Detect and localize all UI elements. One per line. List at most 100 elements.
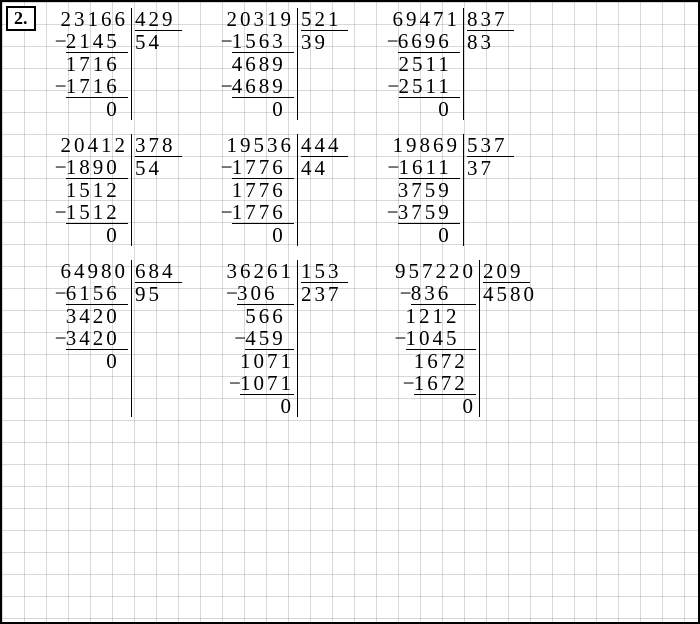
- work-step: 4689: [232, 53, 294, 75]
- work-step: 6156: [66, 282, 128, 305]
- quotient: 95: [135, 283, 162, 305]
- work-step: 2511: [399, 53, 460, 75]
- work-step: 1212: [406, 305, 477, 327]
- quotient: 54: [135, 157, 162, 179]
- work-step: 306: [237, 282, 294, 305]
- problems-container: 231662145 1716 1716 0 42954203191563 468…: [2, 2, 698, 437]
- problem-row: 204121890 1512 1512 0 37854195361776 177…: [36, 134, 690, 246]
- dividend: 19869: [393, 134, 461, 156]
- dividend-column: 36261306 566 459 107110710: [202, 260, 298, 417]
- dividend-column: 957220836 1212 1045 1672 1672 0: [368, 260, 480, 417]
- work-step: 0: [106, 350, 128, 372]
- work-step: 1071: [240, 372, 294, 395]
- work-step: 0: [106, 98, 128, 120]
- dividend-column: 195361776 1776 1776 0: [202, 134, 298, 246]
- work-step: 1563: [232, 30, 294, 53]
- dividend: 69471: [393, 8, 461, 30]
- work-step: 1512: [66, 201, 128, 224]
- dividend: 20319: [227, 8, 295, 30]
- work-step: 6696: [398, 30, 460, 53]
- exercise-number-badge: 2.: [6, 6, 36, 31]
- long-division-problem: 694716696 2511 2511 0 83783: [368, 8, 520, 120]
- divisor: 209: [483, 260, 530, 283]
- work-step: 1672: [414, 372, 476, 395]
- work-step: 1611: [399, 156, 460, 179]
- divisor-quotient-column: 2094580: [480, 260, 537, 417]
- quotient: 44: [301, 157, 328, 179]
- divisor: 684: [135, 260, 182, 283]
- dividend-column: 204121890 1512 1512 0: [36, 134, 132, 246]
- work-step: 0: [438, 224, 460, 246]
- divisor-quotient-column: 44444: [298, 134, 354, 246]
- quotient: 83: [467, 31, 494, 53]
- long-division-problem: 195361776 1776 1776 0 44444: [202, 134, 354, 246]
- dividend-column: 203191563 4689 4689 0: [202, 8, 298, 120]
- divisor: 444: [301, 134, 348, 157]
- work-step: 459: [245, 327, 294, 350]
- dividend-column: 231662145 1716 1716 0: [36, 8, 132, 120]
- dividend: 64980: [61, 260, 129, 282]
- long-division-problem: 36261306 566 459 107110710153237: [202, 260, 354, 417]
- quotient: 4580: [483, 283, 537, 305]
- long-division-problem: 957220836 1212 1045 1672 1672 02094580: [368, 260, 537, 417]
- work-step: 1672: [414, 350, 476, 372]
- work-step: 3759: [398, 179, 460, 201]
- work-step: 836: [411, 282, 476, 305]
- work-step: 0: [272, 98, 294, 120]
- work-step: 1776: [232, 201, 294, 224]
- divisor-quotient-column: 68495: [132, 260, 188, 417]
- work-step: 3420: [66, 305, 128, 327]
- divisor-quotient-column: 42954: [132, 8, 188, 120]
- problem-row: 649806156 3420 3420 0 6849536261306 566 …: [36, 260, 690, 417]
- divisor-quotient-column: 52139: [298, 8, 354, 120]
- work-step: 1776: [232, 156, 294, 179]
- work-step: 1071: [240, 350, 294, 372]
- work-step: 2145: [66, 30, 128, 53]
- work-step: 1045: [406, 327, 477, 350]
- quotient: 39: [301, 31, 328, 53]
- work-step: 0: [438, 98, 460, 120]
- quotient: 37: [467, 157, 494, 179]
- dividend: 23166: [61, 8, 129, 30]
- long-division-problem: 203191563 4689 4689 0 52139: [202, 8, 354, 120]
- dividend-column: 694716696 2511 2511 0: [368, 8, 464, 120]
- work-step: 3759: [398, 201, 460, 224]
- work-step: 0: [106, 224, 128, 246]
- divisor: 153: [301, 260, 348, 283]
- dividend: 19536: [227, 134, 295, 156]
- work-step: 0: [281, 395, 295, 417]
- work-step: 1890: [66, 156, 128, 179]
- divisor-quotient-column: 153237: [298, 260, 354, 417]
- divisor-quotient-column: 83783: [464, 8, 520, 120]
- divisor: 378: [135, 134, 182, 157]
- long-division-problem: 649806156 3420 3420 0 68495: [36, 260, 188, 417]
- long-division-problem: 231662145 1716 1716 0 42954: [36, 8, 188, 120]
- dividend: 20412: [61, 134, 129, 156]
- divisor-quotient-column: 37854: [132, 134, 188, 246]
- quotient: 237: [301, 283, 342, 305]
- work-step: 2511: [399, 75, 460, 98]
- dividend-column: 649806156 3420 3420 0: [36, 260, 132, 417]
- work-step: 1716: [66, 53, 128, 75]
- work-step: 1716: [66, 75, 128, 98]
- divisor-quotient-column: 53737: [464, 134, 520, 246]
- quotient: 54: [135, 31, 162, 53]
- worksheet-page: 2. 231662145 1716 1716 0 42954203191563 …: [0, 0, 700, 624]
- work-step: 1776: [232, 179, 294, 201]
- dividend: 957220: [395, 260, 476, 282]
- long-division-problem: 204121890 1512 1512 0 37854: [36, 134, 188, 246]
- work-step: 0: [463, 395, 477, 417]
- work-step: 1512: [66, 179, 128, 201]
- divisor: 837: [467, 8, 514, 31]
- divisor: 537: [467, 134, 514, 157]
- dividend: 36261: [227, 260, 295, 282]
- divisor: 429: [135, 8, 182, 31]
- work-step: 3420: [66, 327, 128, 350]
- work-step: 0: [272, 224, 294, 246]
- work-step: 4689: [232, 75, 294, 98]
- work-step: 566: [245, 305, 294, 327]
- divisor: 521: [301, 8, 348, 31]
- problem-row: 231662145 1716 1716 0 42954203191563 468…: [36, 8, 690, 120]
- long-division-problem: 198691611 3759 3759 0 53737: [368, 134, 520, 246]
- dividend-column: 198691611 3759 3759 0: [368, 134, 464, 246]
